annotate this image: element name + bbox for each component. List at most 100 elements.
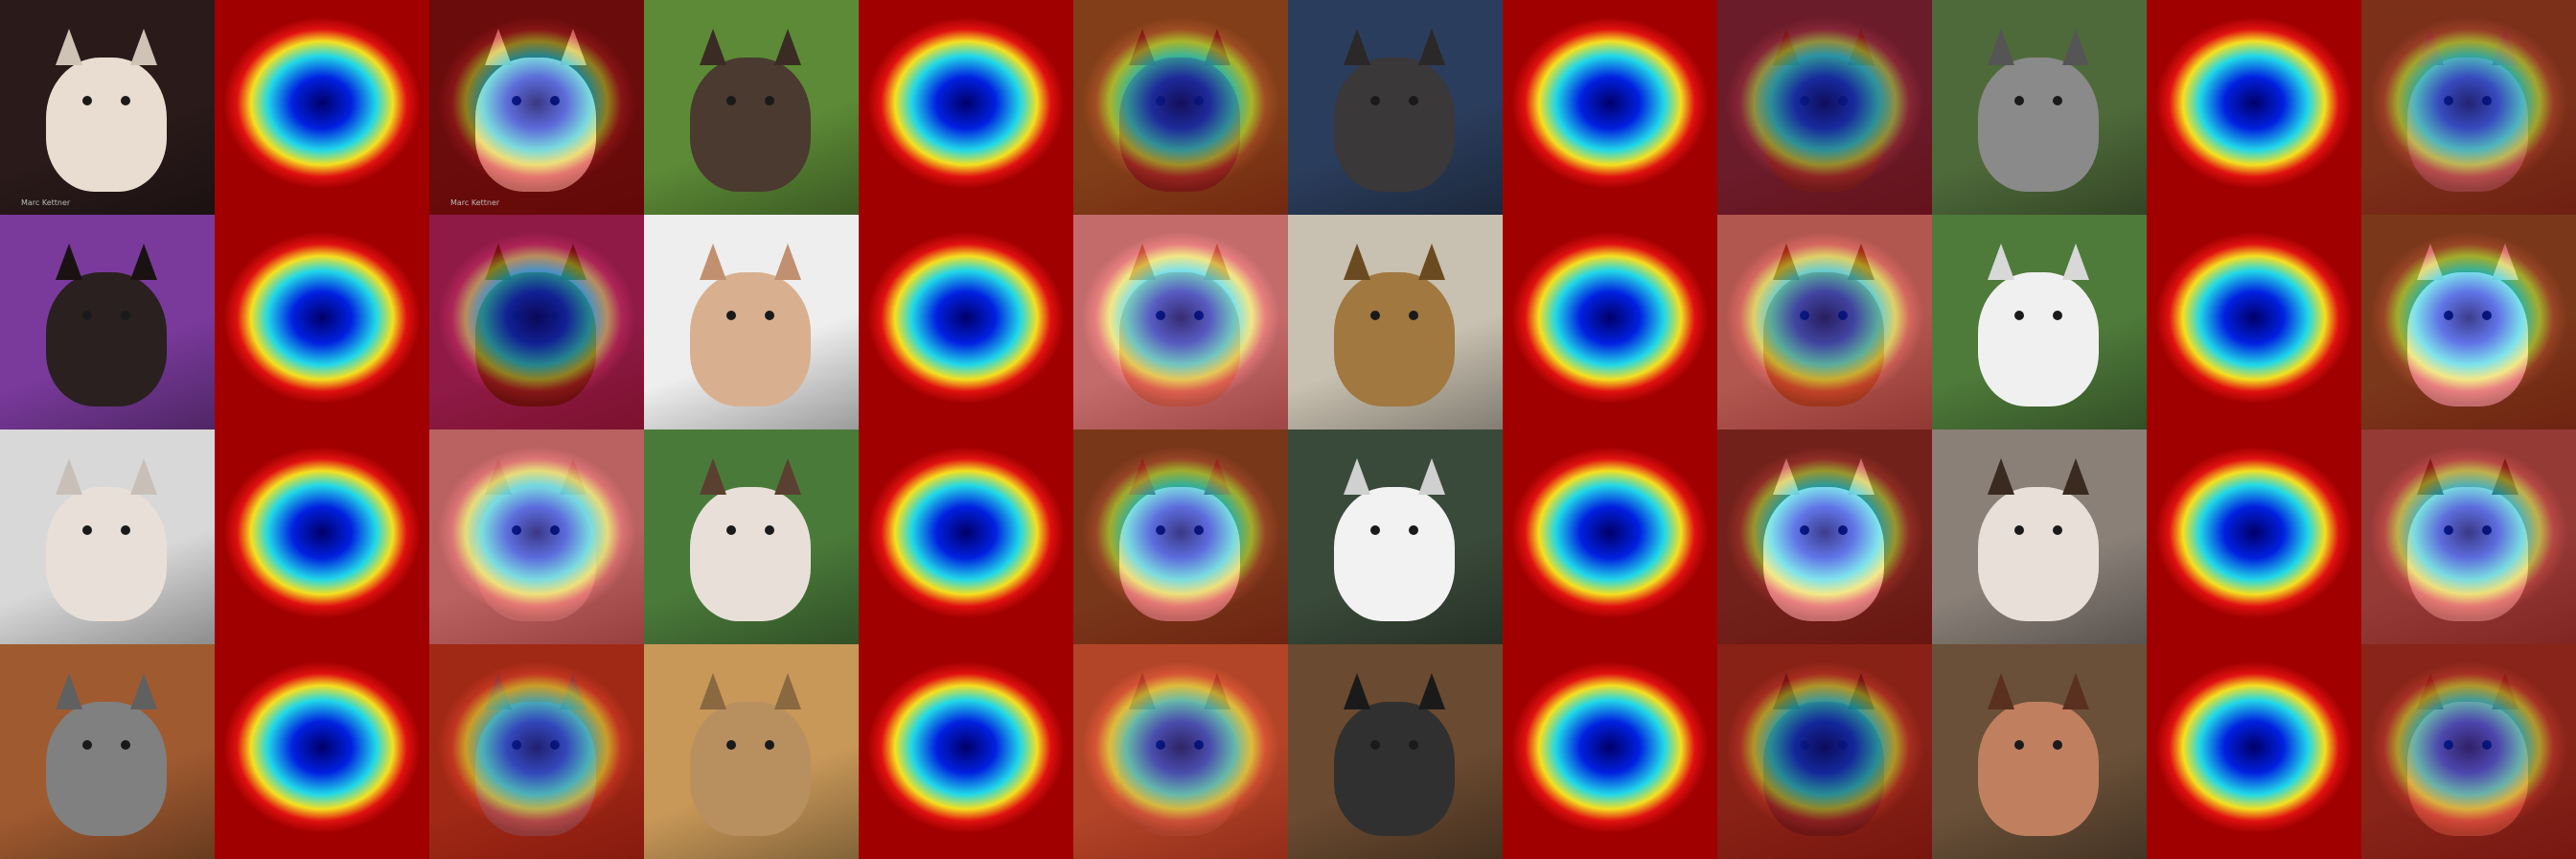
dog-eye xyxy=(765,740,774,750)
dog-ear xyxy=(2062,244,2089,280)
cat-eye xyxy=(82,96,92,105)
heatmap-tile xyxy=(859,644,1073,859)
dog-ear xyxy=(1344,458,1370,495)
attention-heatmap xyxy=(1503,644,1717,859)
dog-eye xyxy=(2053,311,2062,320)
overlay-tile xyxy=(2361,215,2576,430)
cat-ear xyxy=(2062,458,2089,495)
dog-ear xyxy=(56,244,82,280)
photo-tile xyxy=(1932,430,2147,644)
heatmap-tile xyxy=(859,430,1073,644)
heatmap-overlay xyxy=(1073,0,1288,215)
dog-ear xyxy=(2062,673,2089,709)
dog-body xyxy=(46,487,167,621)
attention-heatmap xyxy=(2147,430,2361,644)
heatmap-tile xyxy=(2147,0,2361,215)
dog-eye xyxy=(1409,96,1418,105)
dog-eye xyxy=(82,525,92,535)
overlay-tile: Marc Kettner xyxy=(429,0,644,215)
photo-tile xyxy=(0,644,215,859)
dog-eye xyxy=(2014,740,2024,750)
dog-body xyxy=(1334,58,1455,192)
photo-tile xyxy=(1932,644,2147,859)
heatmap-overlay xyxy=(429,644,644,859)
heatmap-tile xyxy=(1503,644,1717,859)
dog-eye xyxy=(2014,96,2024,105)
cat-ear xyxy=(130,29,157,65)
heatmap-tile xyxy=(215,215,429,430)
cat-body xyxy=(1978,487,2099,621)
cat-body xyxy=(46,58,167,192)
photo-tile xyxy=(1288,215,1503,430)
dog-eye xyxy=(121,525,130,535)
dog-ear xyxy=(130,244,157,280)
dog-body xyxy=(1978,702,2099,836)
dog-ear xyxy=(774,673,801,709)
heatmap-overlay xyxy=(429,430,644,644)
dog-eye xyxy=(121,311,130,320)
dog-ear xyxy=(1344,29,1370,65)
overlay-tile xyxy=(2361,430,2576,644)
dog-ear xyxy=(774,244,801,280)
dog-ear xyxy=(774,29,801,65)
attention-heatmap xyxy=(2147,644,2361,859)
heatmap-overlay xyxy=(1717,430,1932,644)
photo-tile xyxy=(644,215,859,430)
photo-tile xyxy=(644,430,859,644)
dog-ear xyxy=(1988,244,2014,280)
attention-heatmap xyxy=(215,215,429,430)
photo-tile xyxy=(1932,215,2147,430)
overlay-tile xyxy=(1717,430,1932,644)
dog-body xyxy=(1334,702,1455,836)
overlay-tile xyxy=(429,644,644,859)
dog-ear xyxy=(1418,673,1445,709)
dog-eye xyxy=(726,740,736,750)
heatmap-tile xyxy=(2147,430,2361,644)
dog-body xyxy=(46,272,167,406)
overlay-tile xyxy=(1717,215,1932,430)
heatmap-overlay xyxy=(2361,0,2576,215)
dog-ear xyxy=(1988,673,2014,709)
heatmap-tile xyxy=(2147,644,2361,859)
dog-eye xyxy=(2014,311,2024,320)
cat-ear xyxy=(774,458,801,495)
dog-ear xyxy=(700,673,726,709)
heatmap-overlay xyxy=(1073,644,1288,859)
cat-eye xyxy=(121,740,130,750)
dog-eye xyxy=(726,96,736,105)
dog-ear xyxy=(1418,29,1445,65)
cat-body xyxy=(46,702,167,836)
heatmap-overlay xyxy=(1073,215,1288,430)
heatmap-tile xyxy=(1503,430,1717,644)
cat-ear xyxy=(700,458,726,495)
dog-eye xyxy=(1370,740,1380,750)
dog-eye xyxy=(1370,96,1380,105)
overlay-tile xyxy=(1717,644,1932,859)
dog-eye xyxy=(726,311,736,320)
cat-ear xyxy=(56,673,82,709)
photo-watermark: Marc Kettner xyxy=(450,198,500,207)
photo-watermark: Marc Kettner xyxy=(21,198,71,207)
photo-tile xyxy=(1932,0,2147,215)
overlay-tile xyxy=(2361,0,2576,215)
overlay-tile xyxy=(429,215,644,430)
attention-heatmap xyxy=(215,430,429,644)
dog-eye xyxy=(1409,525,1418,535)
photo-tile xyxy=(0,430,215,644)
dog-ear xyxy=(700,244,726,280)
photo-tile xyxy=(1288,430,1503,644)
cat-body xyxy=(690,487,811,621)
heatmap-tile xyxy=(859,215,1073,430)
cat-eye xyxy=(726,525,736,535)
dog-eye xyxy=(2053,740,2062,750)
photo-tile xyxy=(1288,0,1503,215)
dog-ear xyxy=(2062,29,2089,65)
cat-eye xyxy=(1409,311,1418,320)
cat-eye xyxy=(82,740,92,750)
heatmap-overlay xyxy=(2361,644,2576,859)
heatmap-overlay xyxy=(1717,644,1932,859)
heatmap-overlay xyxy=(1717,0,1932,215)
heatmap-overlay xyxy=(1073,430,1288,644)
cat-body xyxy=(1334,272,1455,406)
